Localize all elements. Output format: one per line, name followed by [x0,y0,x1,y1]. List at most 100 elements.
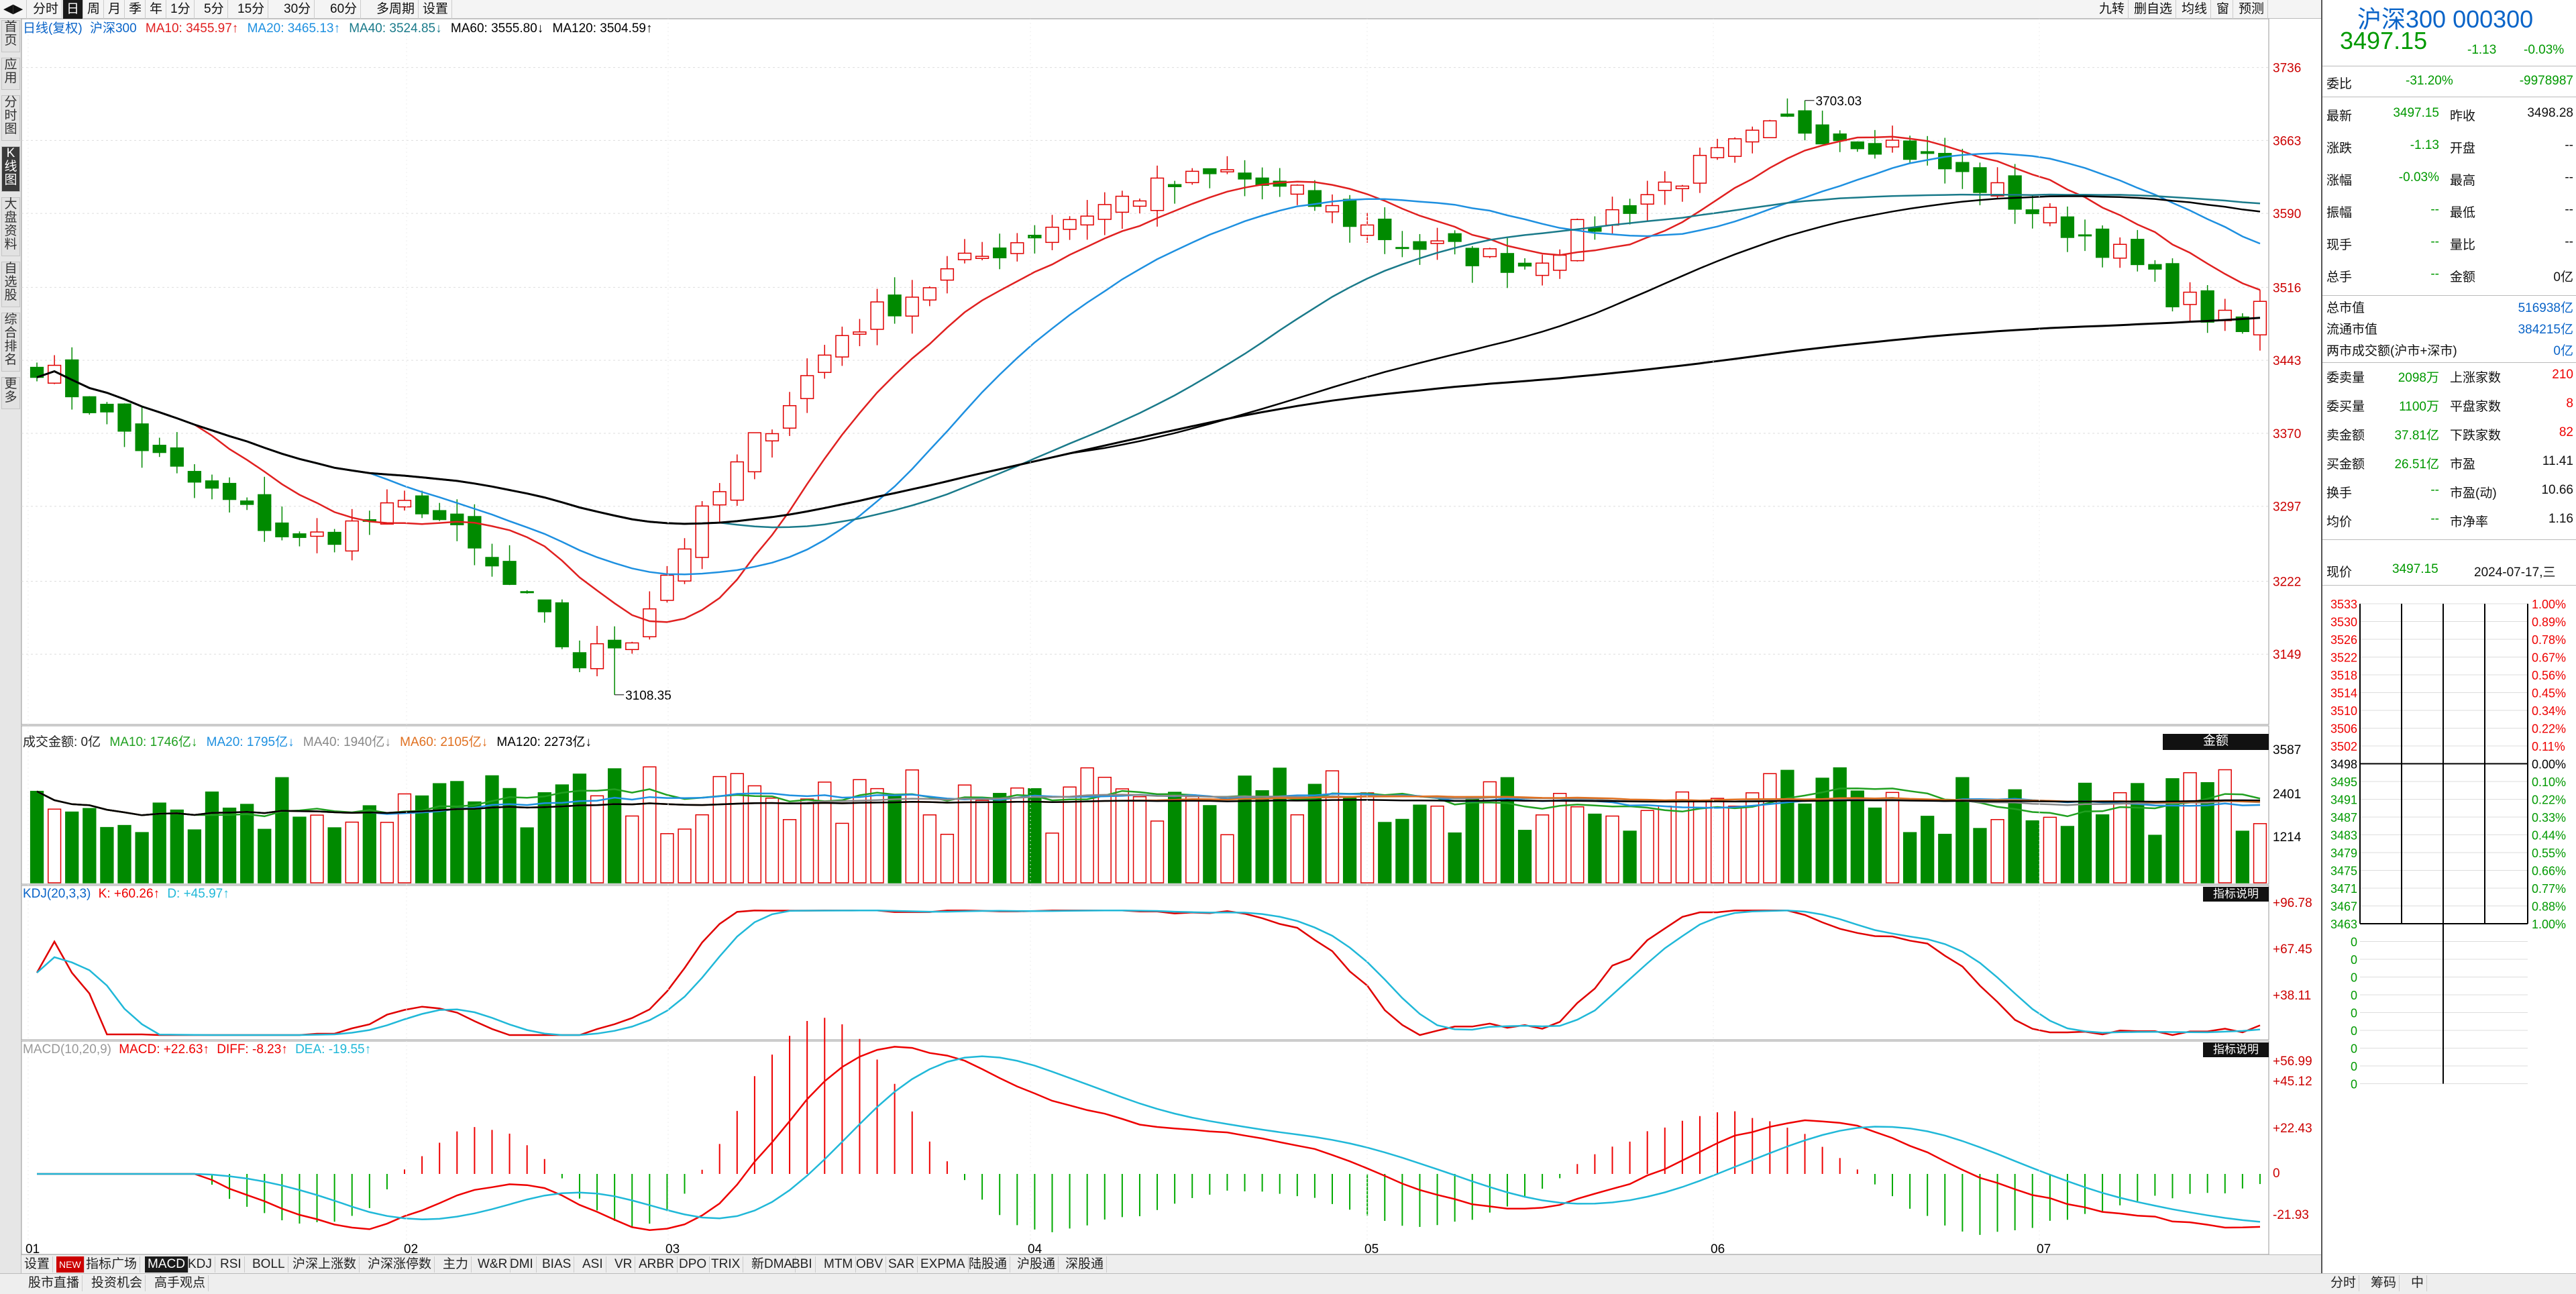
indicator-tab[interactable]: BIAS [539,1256,575,1273]
status-bar: 股市直播 投资机会 高手观点 分时 筹码中 [0,1273,2576,1294]
period-tab[interactable]: 日 [63,0,84,19]
candle-body [2095,228,2110,258]
intraday-right-label: 0.77% [2532,882,2566,896]
macd-axis-label: -21.93 [2273,1208,2309,1222]
intraday-left-label: 3498 [2330,758,2357,771]
period-toolbar: ◀▶ 分时日周月季年 1分 5分 15分 30分 60分 多周期 设置 九转 删自选 均线窗预测 [0,0,2576,19]
volume-badge[interactable]: 金额 [2163,734,2269,750]
indicator-tab[interactable]: W&R [475,1256,511,1273]
sidebar-item[interactable]: K线图 [1,146,20,192]
volume-bar [2165,778,2180,883]
stat-cell: 市盈 [2450,457,2476,472]
volume-bar [537,792,551,883]
period-tab[interactable]: 月 [105,0,125,19]
period-tab[interactable]: 设置 [419,0,453,19]
indicator-tab[interactable]: MACD [145,1256,189,1273]
indicator-tab[interactable]: DMI [507,1256,537,1273]
indicator-tab[interactable]: 沪股通 [1014,1256,1059,1273]
candle-body [1640,194,1654,205]
sidebar-item[interactable]: 更多 [1,377,20,409]
indicator-tab[interactable]: 沪深上涨数 [290,1256,360,1273]
mv-value: 384215亿 [2518,323,2573,337]
indicator-tab[interactable]: OBV [853,1256,887,1273]
intraday-left-label: 3510 [2330,704,2357,718]
intraday-left-label: 3514 [2330,687,2357,700]
indicator-tab[interactable]: VR [612,1256,636,1273]
macd-help-badge[interactable]: 指标说明 [2203,1042,2269,1057]
indicator-tab[interactable]: DPO [676,1256,710,1273]
candle-body [117,403,131,432]
intraday-left-label: 3467 [2330,900,2357,914]
indicator-tab[interactable]: 新DMA [749,1256,796,1273]
quote-cell: 振幅 [2326,206,2353,220]
volume-bar [1378,822,1392,883]
intraday-left-label: 0 [2351,1024,2357,1038]
indicator-tab[interactable]: 沪深涨停数 [365,1256,435,1273]
period-tab[interactable]: 30分 [280,0,315,19]
toolbar-right-tab[interactable]: 窗 [2213,0,2234,19]
status-right-tab[interactable]: 筹码 [2368,1275,2400,1291]
period-tab[interactable]: 多周期 [373,0,419,19]
indicator-tab[interactable]: ARBR [636,1256,678,1273]
candle-body [1955,162,1970,172]
nav-arrows[interactable]: ◀▶ [0,0,28,19]
indicator-tab[interactable]: EXPMA [918,1256,969,1273]
indicator-tab[interactable]: 陆股通 [966,1256,1011,1273]
toolbar-right-tab[interactable]: 预测 [2235,0,2269,19]
candle-body [1623,205,1637,214]
sidebar-item[interactable]: 应用 [1,58,20,90]
sidebar-item[interactable]: 自选股 [1,262,20,307]
volume-bar [712,775,727,883]
indicator-tab[interactable]: ASI [580,1256,606,1273]
candle-body [1063,219,1077,230]
volume-bar [2113,792,2127,883]
status-link[interactable]: 高手观点 [152,1275,209,1291]
volume-bar [782,819,797,883]
quote-panel: 沪深300 000300 3497.15 -1.13 -0.03% 委比 -31… [2321,0,2576,1273]
indicator-tab[interactable]: BOLL [250,1256,288,1273]
volume-bar [275,777,289,883]
indicator-tab[interactable]: MTM [821,1256,857,1273]
indicator-tab[interactable]: BBI [789,1256,816,1273]
period-tab[interactable]: 60分 [327,0,362,19]
candle-body [695,505,709,558]
candle-body [1220,169,1234,172]
mv-label: 两市成交额(沪市+深市) [2326,344,2457,358]
quote-cell: 0亿 [2553,270,2573,284]
indicator-tab[interactable]: NEW [56,1256,85,1273]
sidebar-item[interactable]: 大盘资料 [1,197,20,256]
sidebar-item[interactable]: 分时图 [1,95,20,141]
sidebar-item[interactable]: 综合排名 [1,313,20,372]
kdj-help-badge[interactable]: 指标说明 [2203,887,2269,902]
indicator-tab[interactable]: RSI [217,1256,245,1273]
period-tab[interactable]: 季 [125,0,146,19]
indicator-tab[interactable]: 主力 [440,1256,472,1273]
indicator-tab[interactable]: 设置 [21,1256,54,1273]
status-link[interactable]: 投资机会 [89,1275,146,1291]
toolbar-right-tab[interactable]: 均线 [2178,0,2212,19]
sidebar-item[interactable]: 首页 [1,20,20,52]
volume-bar [468,801,482,883]
period-tab[interactable]: 15分 [234,0,269,19]
period-tab[interactable]: 分时 [30,0,63,19]
period-tab[interactable]: 周 [84,0,105,19]
indicator-tab[interactable]: SAR [885,1256,918,1273]
status-link[interactable]: 股市直播 [25,1275,83,1291]
intraday-price: 3497.15 [2392,562,2438,576]
status-right-tab[interactable]: 中 [2408,1275,2428,1291]
status-right-tab[interactable]: 分时 [2328,1275,2360,1291]
intraday-date: 2024-07-17,三 [2474,565,2556,580]
toolbar-right-tab[interactable]: 删自选 [2131,0,2177,19]
candle-body [1307,190,1322,207]
indicator-tab[interactable]: 指标广场 [83,1256,141,1273]
period-tab[interactable]: 5分 [201,0,228,19]
period-tab[interactable]: 年 [146,0,167,19]
candle-body [940,268,955,281]
macd-legend: MACD(10,20,9) MACD: +22.63↑ DIFF: -8.23↑… [23,1042,371,1057]
indicator-tab[interactable]: TRIX [708,1256,744,1273]
indicator-tab[interactable]: 深股通 [1063,1256,1108,1273]
indicator-tab[interactable]: KDJ [185,1256,215,1273]
toolbar-right-tab[interactable]: 九转 [2096,0,2129,19]
period-tab[interactable]: 1分 [167,0,195,19]
candle-body [782,405,797,429]
